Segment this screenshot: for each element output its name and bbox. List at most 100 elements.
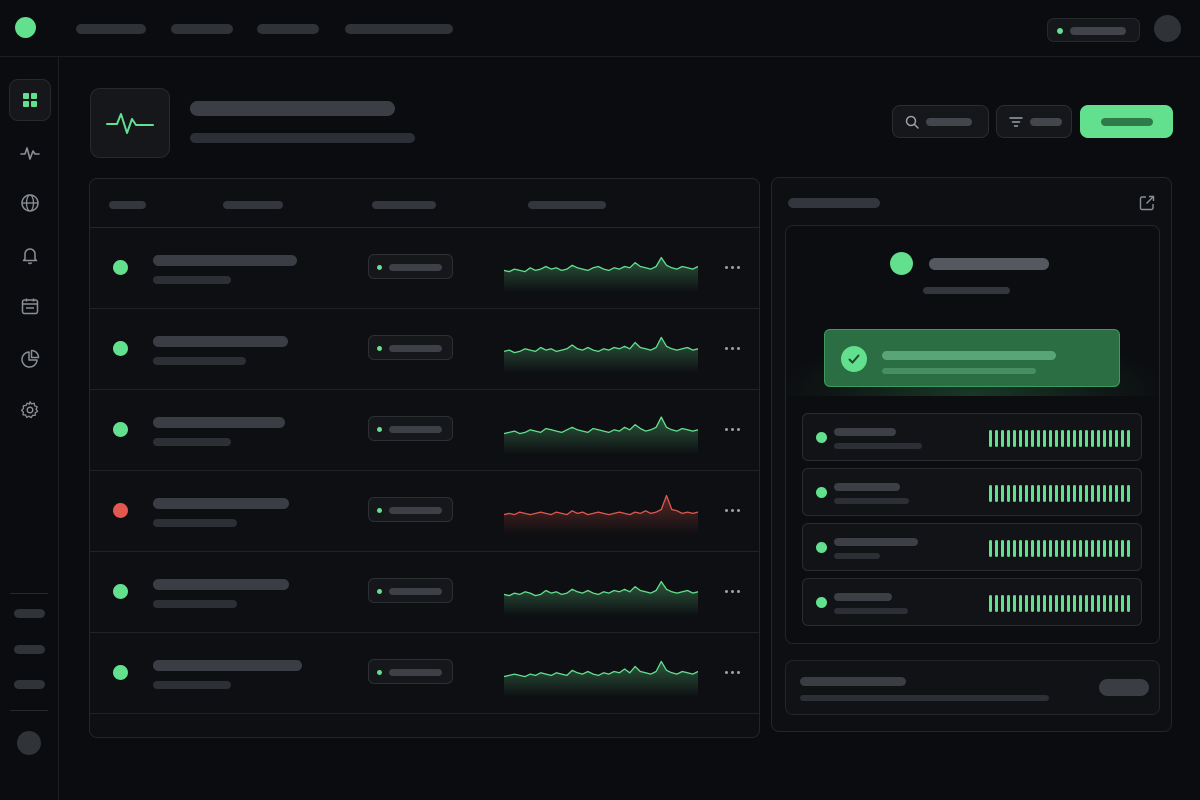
- uptime-sparkline: [504, 416, 698, 454]
- check-subtitle: [834, 608, 908, 614]
- uptime-ticks: [989, 595, 1130, 612]
- monitor-url: [153, 276, 231, 284]
- table-row[interactable]: [90, 552, 759, 633]
- uptime-tick: [995, 485, 998, 502]
- column-header-status[interactable]: [109, 201, 146, 209]
- uptime-tick: [1121, 595, 1124, 612]
- monitor-tag: [368, 578, 453, 603]
- status-indicator: [113, 665, 128, 680]
- search-icon: [905, 115, 919, 129]
- check-title: [834, 483, 900, 491]
- sidebar-item-calendar[interactable]: [9, 285, 51, 327]
- uptime-tick: [1001, 540, 1004, 557]
- uptime-tick: [1001, 595, 1004, 612]
- uptime-tick: [1067, 430, 1070, 447]
- uptime-tick: [1097, 595, 1100, 612]
- uptime-tick: [1085, 540, 1088, 557]
- column-header-tag[interactable]: [372, 201, 436, 209]
- calendar-icon: [21, 298, 39, 315]
- monitor-url: [153, 357, 246, 365]
- table-row[interactable]: [90, 390, 759, 471]
- uptime-tick: [1073, 485, 1076, 502]
- uptime-tick: [1085, 430, 1088, 447]
- nav-item-1[interactable]: [76, 24, 146, 34]
- column-header-name[interactable]: [223, 201, 283, 209]
- monitor-name: [153, 660, 302, 671]
- check-row[interactable]: [802, 578, 1142, 626]
- sparkline-line: [504, 580, 698, 597]
- sparkline-area: [504, 337, 698, 373]
- monitors-table: [89, 178, 760, 738]
- sidebar-item-alerts[interactable]: [9, 234, 51, 276]
- filter-button[interactable]: [996, 105, 1072, 138]
- user-avatar[interactable]: [1154, 15, 1181, 42]
- logo-icon[interactable]: [15, 17, 36, 38]
- check-row[interactable]: [802, 468, 1142, 516]
- table-row[interactable]: [90, 309, 759, 390]
- table-row[interactable]: [90, 228, 759, 309]
- check-subtitle: [834, 443, 922, 449]
- uptime-tick: [1031, 595, 1034, 612]
- system-status-pill[interactable]: [1047, 18, 1140, 42]
- uptime-tick: [995, 430, 998, 447]
- nav-item-2[interactable]: [171, 24, 233, 34]
- external-link-icon[interactable]: [1138, 194, 1156, 212]
- uptime-tick: [1037, 595, 1040, 612]
- table-row[interactable]: [90, 633, 759, 714]
- monitor-tag: [368, 416, 453, 441]
- uptime-tick: [1109, 595, 1112, 612]
- check-row[interactable]: [802, 523, 1142, 571]
- nav-item-4[interactable]: [345, 24, 453, 34]
- uptime-tick: [1079, 540, 1082, 557]
- success-banner-subtitle: [882, 368, 1036, 374]
- more-options-icon[interactable]: [720, 581, 744, 601]
- more-options-icon[interactable]: [720, 500, 744, 520]
- table-row[interactable]: [90, 471, 759, 552]
- search-button[interactable]: [892, 105, 989, 138]
- monitor-tag: [368, 254, 453, 279]
- uptime-sparkline: [504, 660, 698, 697]
- sidebar-item-activity[interactable]: [9, 132, 51, 174]
- globe-icon: [21, 194, 39, 212]
- footer-card-button[interactable]: [1099, 679, 1149, 696]
- table-header: [90, 179, 759, 228]
- sidebar-secondary-item-3[interactable]: [14, 680, 45, 689]
- sidebar-item-dashboard[interactable]: [9, 79, 51, 121]
- page-icon-tile: [90, 88, 170, 158]
- primary-action-label: [1100, 117, 1153, 126]
- sidebar-divider: [10, 593, 48, 594]
- uptime-tick: [1037, 485, 1040, 502]
- check-title: [834, 428, 896, 436]
- sidebar-item-reports[interactable]: [9, 338, 51, 380]
- check-row[interactable]: [802, 413, 1142, 461]
- dashboard-grid-icon: [23, 93, 37, 107]
- panel-title: [788, 198, 880, 208]
- nav-item-3[interactable]: [257, 24, 319, 34]
- monitor-url: [153, 438, 231, 446]
- more-options-icon[interactable]: [720, 662, 744, 682]
- uptime-sparkline: [504, 336, 698, 373]
- sparkline-line: [504, 416, 698, 435]
- sparkline-line: [504, 494, 698, 516]
- sidebar-secondary-item-1[interactable]: [14, 609, 45, 618]
- sidebar-item-settings[interactable]: [9, 389, 51, 431]
- uptime-tick: [1031, 485, 1034, 502]
- sidebar-item-globe[interactable]: [9, 182, 51, 224]
- sidebar: [0, 57, 59, 800]
- uptime-tick: [1025, 485, 1028, 502]
- sidebar-avatar[interactable]: [17, 731, 41, 755]
- column-header-history[interactable]: [528, 201, 606, 209]
- more-options-icon[interactable]: [720, 257, 744, 277]
- uptime-tick: [1073, 430, 1076, 447]
- more-options-icon[interactable]: [720, 338, 744, 358]
- sidebar-secondary-item-2[interactable]: [14, 645, 45, 654]
- sparkline-area: [504, 661, 698, 697]
- uptime-tick: [1115, 430, 1118, 447]
- check-subtitle: [834, 498, 909, 504]
- uptime-tick: [1019, 540, 1022, 557]
- uptime-tick: [1121, 540, 1124, 557]
- more-options-icon[interactable]: [720, 419, 744, 439]
- status-summary-subtitle: [923, 287, 1010, 294]
- primary-action-button[interactable]: [1080, 105, 1173, 138]
- uptime-tick: [1043, 540, 1046, 557]
